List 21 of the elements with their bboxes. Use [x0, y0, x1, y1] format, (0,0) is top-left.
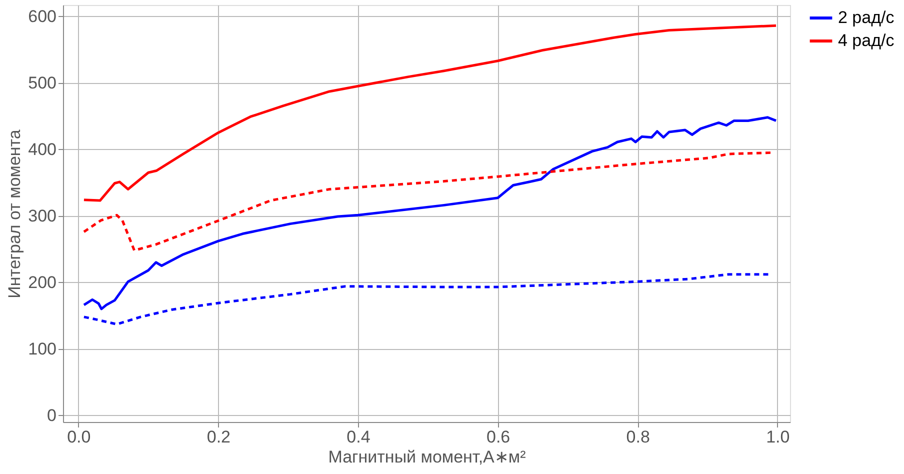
x-axis-title: Магнитный момент,A∗м² — [328, 448, 526, 466]
y-tick-label: 600 — [28, 6, 56, 26]
line-series — [82, 24, 778, 202]
line-series — [82, 273, 771, 326]
y-axis-title: Интеграл от момента — [5, 129, 24, 298]
x-tick-label: 0.0 — [67, 428, 91, 446]
x-tick-label: 0.8 — [626, 428, 650, 446]
x-tick-label: 0.6 — [486, 428, 510, 446]
line-series — [82, 151, 774, 252]
y-tick-label: 100 — [28, 339, 56, 358]
legend-label: 2 рад/с — [838, 8, 895, 27]
x-tick-label: 0.4 — [346, 428, 370, 446]
y-tick-label: 500 — [28, 73, 56, 92]
legend-label: 4 рад/с — [838, 31, 895, 50]
y-tick-label: 300 — [28, 206, 56, 226]
y-tick-label: 0 — [47, 406, 56, 425]
y-tick-label: 200 — [28, 272, 56, 292]
line-series — [82, 116, 778, 310]
y-tick-label: 400 — [28, 140, 56, 159]
x-tick-label: 1.0 — [766, 428, 790, 446]
x-tick-label: 0.2 — [206, 428, 231, 446]
